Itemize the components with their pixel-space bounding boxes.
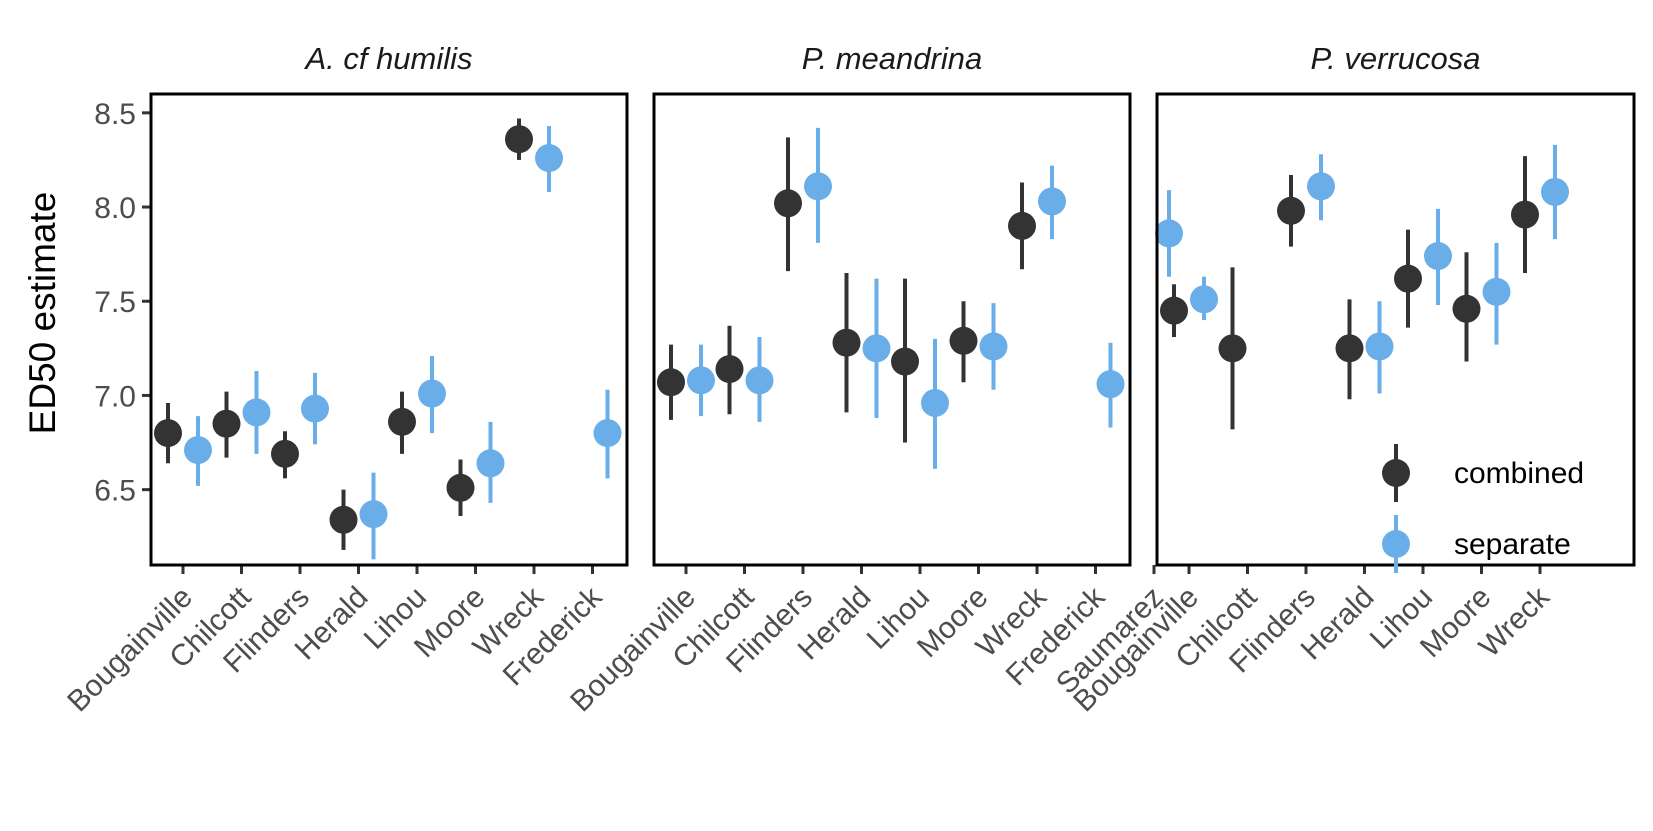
panel-border bbox=[149, 92, 629, 567]
point-combined bbox=[271, 439, 299, 468]
point-separate bbox=[1365, 332, 1394, 361]
point-combined bbox=[212, 409, 241, 438]
point-combined bbox=[949, 326, 978, 355]
point-separate bbox=[1424, 242, 1452, 271]
point-separate bbox=[862, 334, 891, 363]
point-separate bbox=[184, 436, 212, 465]
point-combined bbox=[1452, 294, 1481, 323]
y-axis: 6.5 7.0 7.5 8.0 8.5 bbox=[94, 98, 151, 508]
point-combined bbox=[446, 473, 475, 502]
panel-2: P. meandrinaBougainvilleChilcottFlinders… bbox=[564, 41, 1183, 718]
legend-label-separate: separate bbox=[1454, 528, 1571, 561]
point-separate bbox=[1155, 219, 1183, 248]
point-separate bbox=[242, 398, 271, 427]
point-separate bbox=[1482, 277, 1511, 306]
point-separate bbox=[1307, 172, 1335, 201]
point-separate bbox=[535, 144, 563, 173]
point-combined bbox=[1218, 334, 1247, 363]
y-axis-title: ED50 estimate bbox=[22, 192, 63, 435]
legend-key-point-separate bbox=[1382, 530, 1410, 558]
legend-label-combined: combined bbox=[1454, 457, 1584, 490]
point-combined bbox=[715, 355, 744, 384]
legend: combined separate bbox=[1382, 444, 1584, 573]
point-separate bbox=[921, 388, 949, 417]
y-tick-label: 8.5 bbox=[94, 98, 136, 131]
point-combined bbox=[1335, 334, 1364, 363]
point-combined bbox=[154, 419, 182, 448]
point-combined bbox=[505, 125, 533, 154]
point-combined bbox=[832, 328, 861, 357]
point-separate bbox=[1038, 187, 1066, 216]
point-combined bbox=[657, 368, 685, 397]
y-tick-label: 7.5 bbox=[94, 286, 136, 319]
point-combined bbox=[774, 189, 802, 218]
point-separate bbox=[301, 394, 329, 423]
point-separate bbox=[359, 500, 388, 529]
point-combined bbox=[1008, 211, 1036, 240]
point-combined bbox=[1277, 196, 1305, 225]
y-tick-label: 6.5 bbox=[94, 475, 136, 508]
point-separate bbox=[804, 172, 832, 201]
point-combined bbox=[388, 407, 416, 436]
point-combined bbox=[1160, 296, 1188, 325]
point-separate bbox=[593, 419, 622, 448]
panel-3: P. verrucosaBougainvilleChilcottFlinders… bbox=[1067, 41, 1636, 718]
y-tick-label: 8.0 bbox=[94, 192, 136, 225]
point-combined bbox=[1394, 264, 1422, 293]
y-tick-label: 7.0 bbox=[94, 380, 136, 413]
point-combined bbox=[1511, 200, 1539, 229]
point-separate bbox=[1096, 370, 1125, 399]
panel-title: A. cf humilis bbox=[303, 41, 472, 76]
point-combined bbox=[329, 505, 358, 534]
legend-key-point-combined bbox=[1382, 459, 1410, 487]
point-separate bbox=[1541, 177, 1569, 206]
point-separate bbox=[687, 366, 715, 395]
point-separate bbox=[418, 379, 446, 408]
panel-title: P. verrucosa bbox=[1310, 41, 1480, 76]
point-separate bbox=[979, 332, 1008, 361]
point-separate bbox=[476, 449, 505, 478]
panel-border bbox=[652, 92, 1132, 567]
point-separate bbox=[1190, 285, 1218, 314]
panel-1: A. cf humilisBougainvilleChilcottFlinder… bbox=[61, 41, 629, 718]
point-separate bbox=[745, 366, 774, 395]
panel-title: P. meandrina bbox=[802, 41, 982, 76]
point-combined bbox=[891, 347, 919, 376]
